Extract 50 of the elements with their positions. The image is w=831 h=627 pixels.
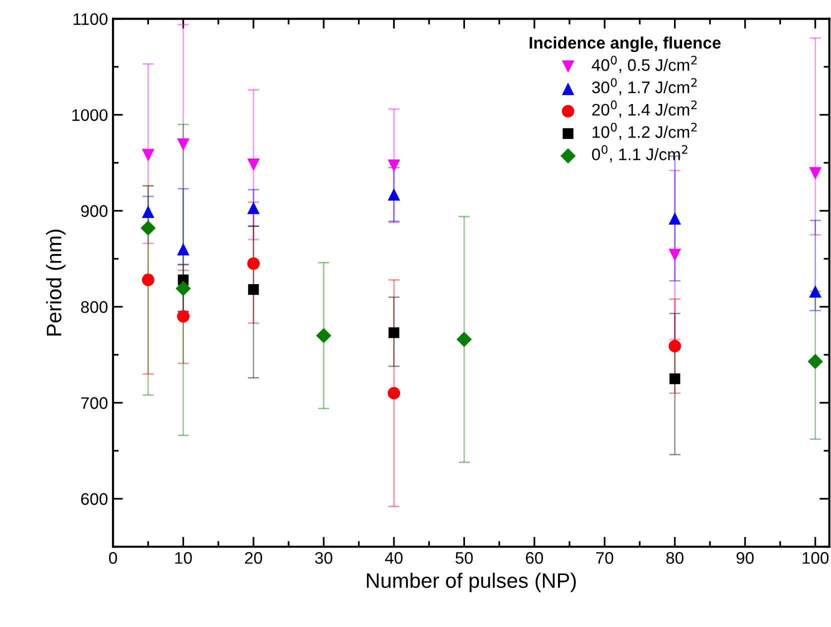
point bbox=[809, 167, 822, 180]
y-tick-label: 1100 bbox=[74, 13, 108, 26]
x-tick-label: 60 bbox=[526, 552, 543, 564]
point bbox=[668, 340, 682, 352]
point bbox=[669, 373, 680, 384]
y-tick-label: 700 bbox=[81, 397, 108, 409]
point bbox=[177, 138, 190, 151]
point bbox=[140, 220, 156, 236]
x-tick-label: 70 bbox=[596, 552, 614, 564]
x-tick-label: 90 bbox=[736, 552, 754, 564]
x-tick-label: 40 bbox=[385, 552, 403, 564]
point bbox=[142, 206, 154, 218]
point bbox=[247, 202, 260, 214]
point bbox=[388, 188, 400, 201]
y-tick-label: 800 bbox=[81, 301, 108, 313]
legend-label: 30$^{0}$, 1.7 J/cm$^{2}$ bbox=[592, 78, 697, 96]
point bbox=[668, 212, 682, 225]
y-tick-label: 1000 bbox=[72, 109, 108, 121]
x-tick-label: 100 bbox=[802, 552, 829, 564]
legend-title: Incidence angle, fluence bbox=[530, 36, 721, 52]
legend-label: 20$^{0}$, 1.4 J/cm$^{2}$ bbox=[592, 100, 697, 118]
point bbox=[808, 354, 823, 370]
point bbox=[142, 148, 154, 162]
y-axis-title: Period (nm) bbox=[46, 230, 66, 336]
legend-label: 10$^{0}$, 1.2 J/cm$^{2}$ bbox=[592, 122, 697, 140]
legend-label: 40$^{0}$, 0.5 J/cm$^{2}$ bbox=[592, 56, 697, 73]
point bbox=[388, 386, 400, 400]
point bbox=[247, 158, 260, 171]
legend-label: 0$^{0}$, 1.1 J/cm$^{2}$ bbox=[592, 145, 688, 162]
point bbox=[668, 248, 682, 262]
point bbox=[247, 257, 260, 270]
x-axis-title: Number of pulses (NP) bbox=[366, 572, 576, 592]
x-tick-label: 80 bbox=[666, 552, 684, 564]
point bbox=[248, 284, 259, 295]
point bbox=[142, 274, 154, 286]
y-tick-label: 600 bbox=[81, 493, 108, 505]
point bbox=[388, 159, 400, 172]
point bbox=[177, 310, 190, 323]
x-tick-label: 20 bbox=[245, 552, 262, 564]
point bbox=[809, 285, 822, 298]
point bbox=[176, 280, 191, 296]
point bbox=[316, 328, 332, 344]
x-tick-label: 30 bbox=[315, 552, 332, 564]
point bbox=[456, 332, 472, 348]
y-tick-label: 900 bbox=[81, 205, 108, 217]
x-tick-label: 10 bbox=[175, 552, 192, 564]
x-tick-label: 0 bbox=[109, 552, 117, 564]
point bbox=[177, 242, 190, 256]
point bbox=[388, 327, 400, 338]
x-tick-label: 50 bbox=[456, 552, 473, 564]
